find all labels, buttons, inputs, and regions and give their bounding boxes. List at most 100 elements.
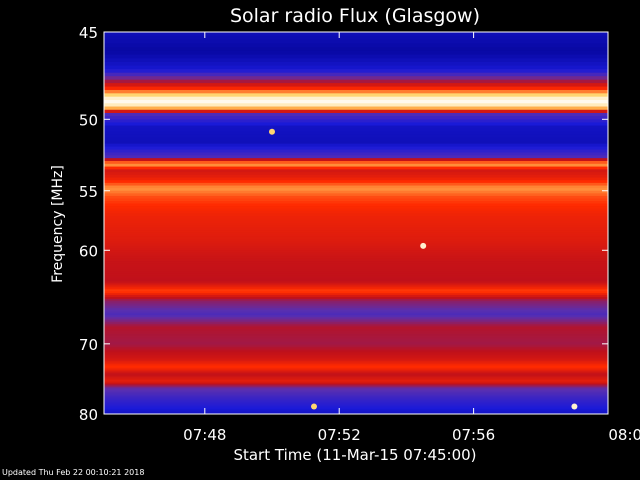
y-axis: 45 50 55 60 70 80 xyxy=(79,24,608,424)
spectrogram-row xyxy=(104,351,608,354)
spectrogram-row xyxy=(104,357,608,360)
spectrogram-row xyxy=(104,239,608,242)
spectrogram-row xyxy=(104,86,608,91)
spectrogram-row xyxy=(104,296,608,300)
spectrogram-row xyxy=(104,112,608,117)
spectrogram-row xyxy=(104,298,608,302)
updated-timestamp: Updated Thu Feb 22 00:10:21 2018 xyxy=(2,468,145,477)
spectrogram-row xyxy=(104,392,608,394)
spectrogram-row xyxy=(104,273,608,276)
spectrogram-row xyxy=(104,188,608,192)
spectrogram-row xyxy=(104,309,608,313)
spectrogram-row xyxy=(104,119,608,123)
spectrogram-row xyxy=(104,122,608,126)
spectrogram-row xyxy=(104,289,608,292)
spectrogram-row xyxy=(104,330,608,333)
spectrogram-row xyxy=(104,384,608,386)
spectrogram-row xyxy=(104,163,608,167)
spectrogram-row xyxy=(104,185,608,189)
spectrogram-row xyxy=(104,269,608,272)
spectrogram-row xyxy=(104,386,608,389)
spectrogram-row xyxy=(104,131,608,136)
spectrogram-row xyxy=(104,343,608,346)
spectrogram-row xyxy=(104,374,608,377)
x-axis-label: Start Time (11-Mar-15 07:45:00) xyxy=(233,446,476,464)
spectrogram-row xyxy=(104,396,608,398)
spectrogram-row xyxy=(104,293,608,296)
spectrogram-row xyxy=(104,140,608,145)
spectrogram-row xyxy=(104,258,608,262)
spectrogram-row xyxy=(104,385,608,388)
spectrogram-row xyxy=(104,397,608,400)
spectrogram-row xyxy=(104,116,608,120)
y-tick-label: 55 xyxy=(79,183,98,201)
spectrogram-row xyxy=(104,332,608,335)
spectrogram-row xyxy=(104,304,608,307)
spectrogram-row xyxy=(104,61,608,66)
spectrogram-row xyxy=(104,35,608,41)
spectrogram-row xyxy=(104,287,608,290)
spectrogram-row xyxy=(104,152,608,156)
spectrogram-row xyxy=(104,403,608,406)
spectrogram-row xyxy=(104,39,608,44)
spectrogram-row xyxy=(104,390,608,393)
spectrogram-row xyxy=(104,177,608,181)
spectrogram-row xyxy=(104,256,608,260)
spectrogram-row xyxy=(104,166,608,170)
spectrogram-row xyxy=(104,365,608,368)
spectrogram-row xyxy=(104,393,608,396)
y-tick-label: 60 xyxy=(79,242,98,260)
spectrogram-row xyxy=(104,302,608,305)
spectrogram-row xyxy=(104,203,608,207)
spectrogram-row xyxy=(104,109,608,114)
spectrogram-row xyxy=(104,306,608,309)
spectrogram-rows xyxy=(104,32,608,415)
spectrogram-row xyxy=(104,72,608,77)
spectrogram-row xyxy=(104,208,608,212)
spectrogram-row xyxy=(104,206,608,209)
plot-frame xyxy=(103,31,609,415)
spectrogram-row xyxy=(104,193,608,197)
spectrogram-row xyxy=(104,137,608,142)
spectrogram-row xyxy=(104,311,608,314)
y-tick-label: 50 xyxy=(79,111,98,129)
spectrogram-row xyxy=(104,409,608,411)
spectrogram-row xyxy=(104,275,608,278)
spectrogram-row xyxy=(104,234,608,238)
spectrogram-row xyxy=(104,407,608,410)
spectrogram-row xyxy=(104,215,608,219)
spectrogram-row xyxy=(104,334,608,337)
spectrogram-row xyxy=(104,169,608,173)
spectrogram-row xyxy=(104,335,608,338)
spectrogram-row xyxy=(104,353,608,356)
spectrogram-row xyxy=(104,254,608,258)
spectrogram-row xyxy=(104,379,608,382)
y-tick-label: 70 xyxy=(79,336,98,354)
spectrogram-row xyxy=(104,405,608,407)
spectrogram-row xyxy=(104,378,608,381)
spectrogram-row xyxy=(104,348,608,351)
spectrogram-row xyxy=(104,322,608,325)
spectrogram-row xyxy=(104,243,608,247)
spectrogram-row xyxy=(104,340,608,343)
x-tick-label: 07:56 xyxy=(452,426,495,444)
spectrogram-row xyxy=(104,79,608,84)
spectrogram-row xyxy=(104,76,608,81)
spectrogram-row xyxy=(104,263,608,266)
spectrogram-row xyxy=(104,279,608,282)
spectrogram-row xyxy=(104,201,608,204)
spectrogram-row xyxy=(104,218,608,222)
spectrogram-row xyxy=(104,350,608,353)
spectrogram-row xyxy=(104,198,608,202)
spectrogram-row xyxy=(104,106,608,111)
spectrogram-row xyxy=(104,69,608,74)
x-tick-label: 08:00 xyxy=(608,426,640,444)
spectrogram-row xyxy=(104,283,608,286)
spectrogram-row xyxy=(104,400,608,402)
spectrogram-row xyxy=(104,363,608,366)
spectrogram-row xyxy=(104,158,608,162)
spectrogram-row xyxy=(104,347,608,350)
spectrogram-row xyxy=(104,389,608,392)
spectrogram-row xyxy=(104,411,608,414)
spectrogram-row xyxy=(104,50,608,56)
